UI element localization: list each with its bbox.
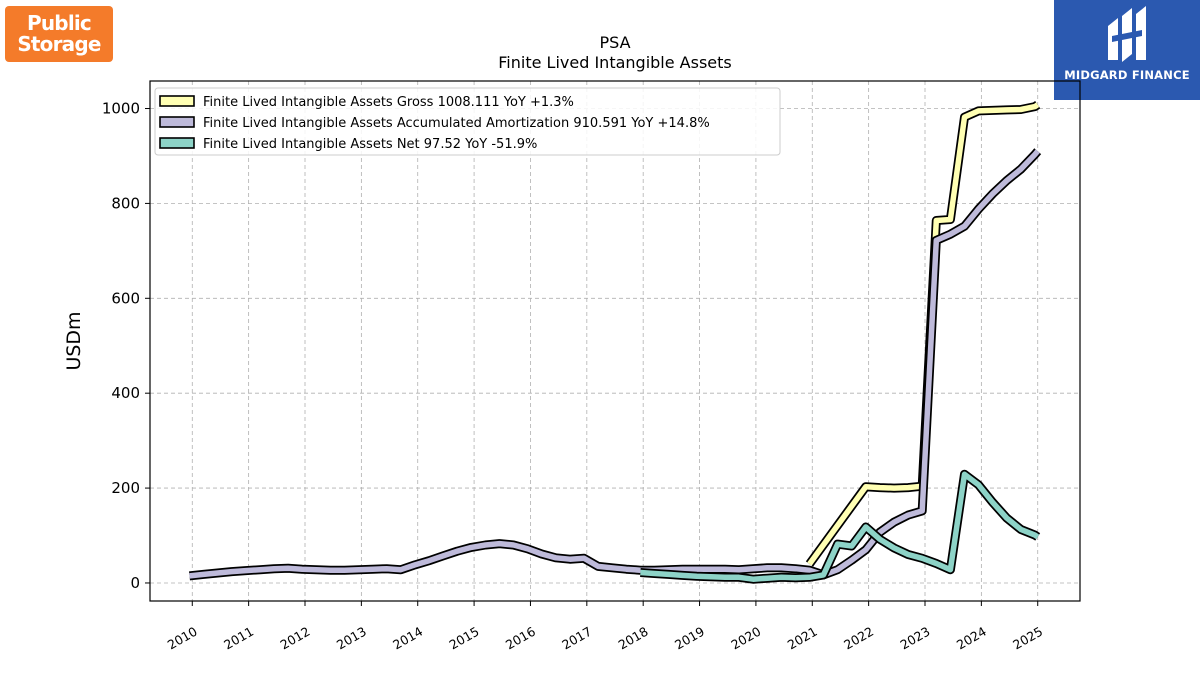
grid [150,81,1080,601]
y-tick-label: 600 [111,289,140,307]
series-line-gross [807,102,1040,566]
legend-label: Finite Lived Intangible Assets Net 97.52… [203,137,537,152]
legend-label: Finite Lived Intangible Assets Gross 100… [203,95,574,110]
x-tick-label: 2012 [277,624,312,653]
chart-subtitle: Finite Lived Intangible Assets [498,53,731,72]
logo-line-1: Public [27,11,92,35]
midgard-mark-icon [1108,6,1146,62]
y-tick-label: 800 [111,194,140,212]
x-tick-label: 2013 [334,624,369,653]
x-tick-label: 2015 [447,624,482,653]
x-tick-label: 2016 [503,624,538,653]
public-storage-logo: Public Storage [5,6,113,62]
x-tick-label: 2022 [841,624,876,653]
x-tick-label: 2014 [390,624,425,653]
chart-title: PSA [599,33,630,52]
y-tick-label: 0 [130,574,140,592]
plot-frame [149,80,1081,602]
logo-line-2: Storage [17,32,101,56]
x-tick-label: 2017 [559,624,594,653]
x-tick-label: 2024 [954,624,989,653]
x-tick-label: 2025 [1010,624,1045,653]
publisher-name: MIDGARD FINANCE [1064,68,1190,82]
x-tick-label: 2020 [728,624,763,653]
midgard-finance-logo: MIDGARD FINANCE [1054,0,1200,100]
y-tick-label: 1000 [102,100,140,118]
x-tick-label: 2010 [165,624,200,653]
y-tick-label: 400 [111,384,140,402]
x-tick-label: 2023 [897,624,932,653]
legend-label: Finite Lived Intangible Assets Accumulat… [203,116,710,131]
series-line-amortization [189,149,1040,579]
x-tick-label: 2021 [785,624,820,653]
x-tick-label: 2018 [616,624,651,653]
legend-swatch [159,137,195,149]
series-line-net [640,471,1040,582]
legend-box [154,87,781,156]
legend-swatch [159,95,195,107]
x-tick-label: 2019 [672,624,707,653]
legend: Finite Lived Intangible Assets Gross 100… [154,87,781,156]
legend-swatch [159,116,195,128]
y-axis-label: USDm [63,311,85,370]
series-lines [189,100,1042,584]
x-tick-label: 2011 [221,624,256,653]
y-tick-label: 200 [111,479,140,497]
